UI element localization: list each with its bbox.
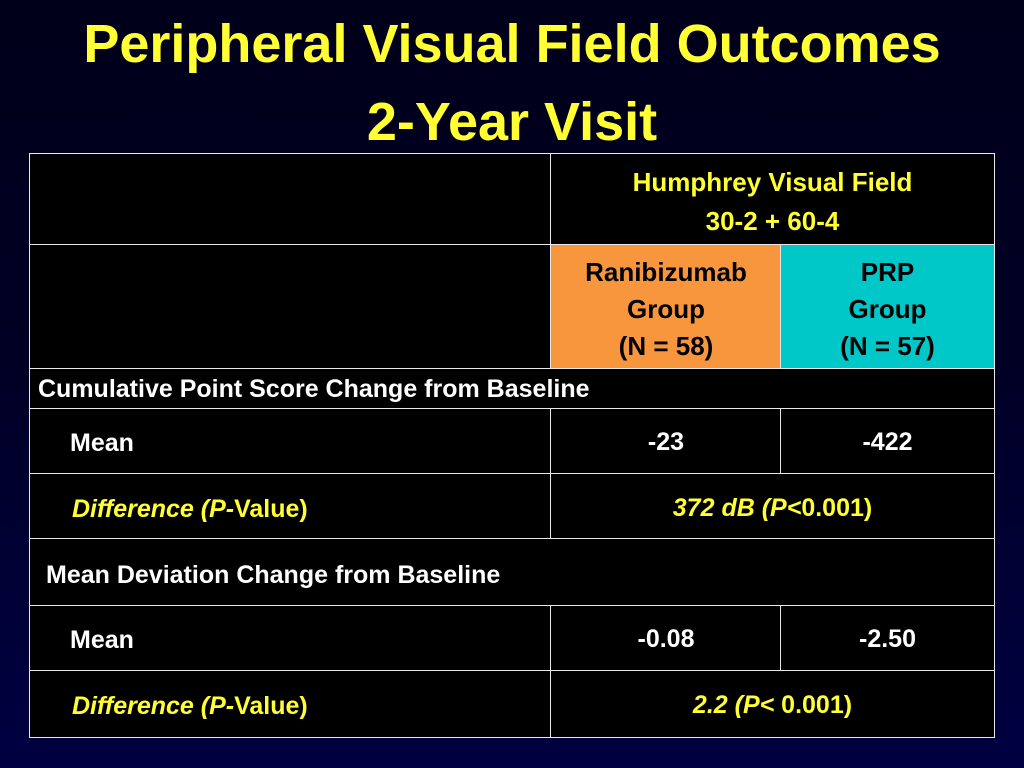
ranibizumab-group-cell: Ranibizumab Group (N = 58)	[550, 244, 782, 370]
prp-group-cell: PRP Group (N = 57)	[780, 244, 995, 370]
slide-title-line-2: 2-Year Visit	[366, 92, 658, 152]
section-2-difference-value-cell: 2.2 (P< 0.001)	[550, 670, 995, 738]
section-1-difference-value-cell: 372 dB (P<0.001)	[550, 473, 995, 540]
section-1-mean-prp: -422	[862, 428, 913, 456]
section-2-difference-label-prefix: Difference (P-	[72, 692, 235, 720]
section-1-difference-value-prefix: 372 dB (P<	[672, 494, 802, 522]
section-2-difference-label-suffix: Value)	[234, 692, 308, 720]
section-1-difference-label-prefix: Difference (P-	[72, 495, 235, 523]
prp-group-n: (N = 57)	[840, 331, 935, 361]
ranibizumab-group-n: (N = 58)	[618, 331, 714, 361]
section-2-difference-label-cell: Difference (P-Value)	[29, 670, 552, 738]
header-empty-cell	[29, 153, 552, 246]
ranibizumab-group-name: Ranibizumab	[585, 257, 747, 287]
humphrey-header-cell: Humphrey Visual Field 30-2 + 60-4	[550, 153, 995, 246]
section-2-mean-label-cell: Mean	[29, 605, 552, 672]
section-2-mean-prp-cell: -2.50	[780, 605, 995, 672]
humphrey-header-line-1: Humphrey Visual Field	[632, 167, 913, 197]
section-2-title-cell: Mean Deviation Change from Baseline	[29, 538, 995, 607]
section-1-mean-label-cell: Mean	[29, 408, 552, 475]
ranibizumab-group-label: Group	[627, 294, 705, 324]
section-1-mean-ranibizumab-cell: -23	[550, 408, 782, 475]
section-2-mean-ranibizumab-cell: -0.08	[550, 605, 782, 672]
section-2-mean-label: Mean	[70, 626, 134, 654]
section-1-mean-prp-cell: -422	[780, 408, 995, 475]
prp-group-label: Group	[848, 294, 927, 324]
section-1-mean-label: Mean	[70, 429, 134, 457]
section-2-mean-prp: -2.50	[859, 625, 916, 653]
section-2-difference-value-prefix: 2.2 (P<	[692, 691, 775, 719]
section-1-difference-label-cell: Difference (P-Value)	[29, 473, 552, 540]
section-1-difference-value-suffix: 0.001)	[801, 494, 873, 522]
section-1-title-cell: Cumulative Point Score Change from Basel…	[29, 368, 995, 410]
section-1-mean-ranibizumab: -23	[647, 428, 685, 456]
section-1-title: Cumulative Point Score Change from Basel…	[38, 375, 590, 403]
humphrey-header-line-2: 30-2 + 60-4	[705, 206, 840, 236]
section-1-difference-label: Difference (P-Value)	[72, 494, 308, 524]
group-empty-cell	[29, 244, 552, 370]
section-2-title: Mean Deviation Change from Baseline	[46, 561, 501, 589]
section-2-mean-ranibizumab: -0.08	[637, 625, 695, 653]
prp-group-name: PRP	[860, 257, 915, 287]
section-1-difference-label-suffix: Value)	[234, 495, 308, 523]
section-2-difference-label: Difference (P-Value)	[72, 691, 308, 721]
section-2-difference-value: 2.2 (P< 0.001)	[551, 690, 994, 720]
slide-title-line-1: Peripheral Visual Field Outcomes	[83, 14, 941, 74]
section-1-difference-value: 372 dB (P<0.001)	[551, 493, 994, 523]
section-2-difference-value-suffix: 0.001)	[774, 691, 853, 719]
